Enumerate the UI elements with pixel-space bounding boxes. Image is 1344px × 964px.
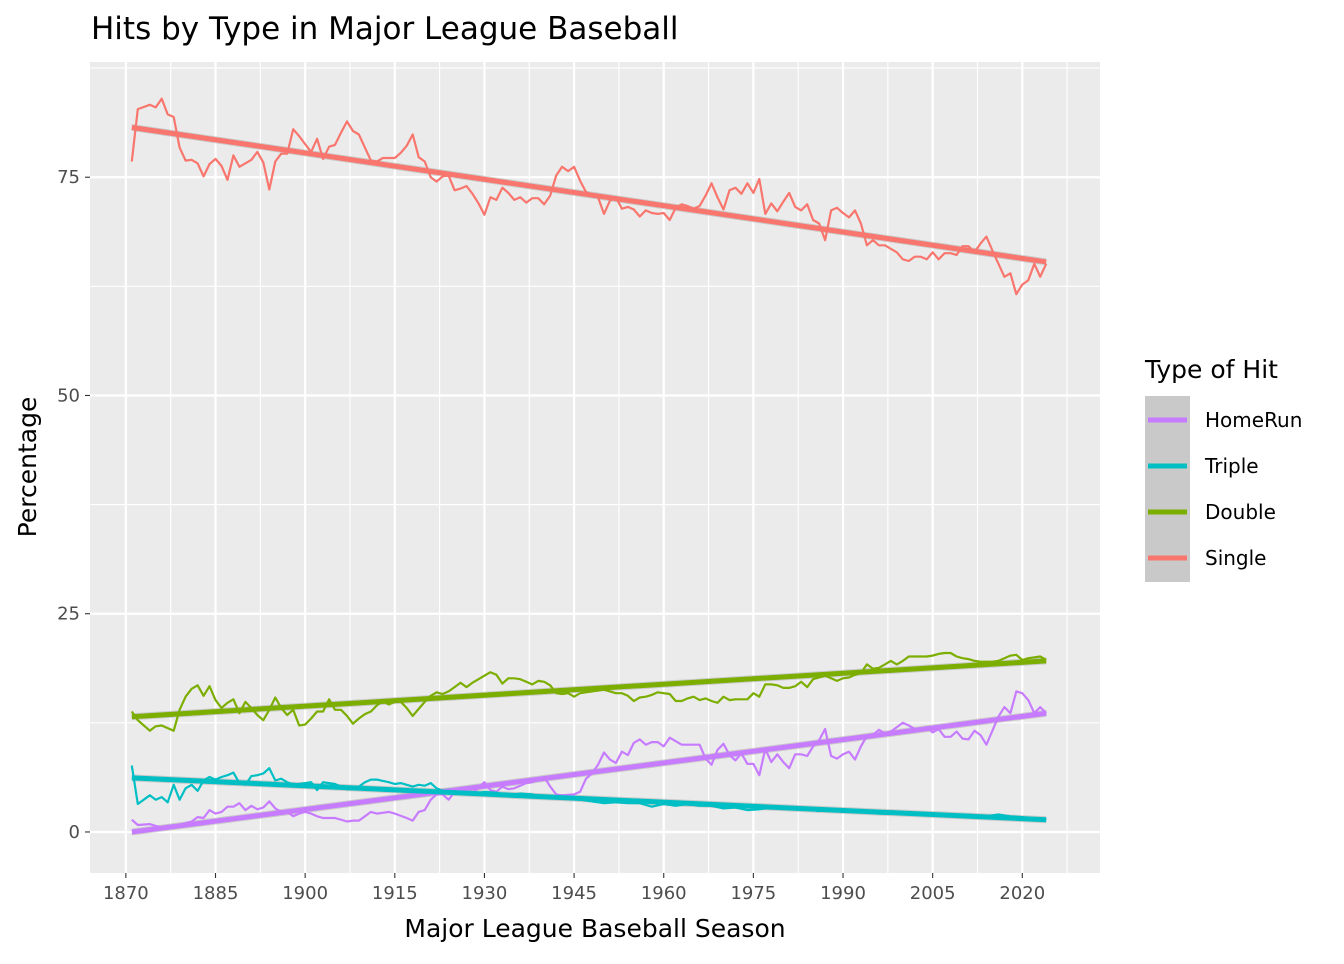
x-tick-label: 1990 — [820, 883, 866, 904]
chart-title: Hits by Type in Major League Baseball — [91, 11, 679, 47]
legend-label-homerun: HomeRun — [1205, 408, 1302, 432]
x-tick-label: 1900 — [282, 883, 328, 904]
y-tick-label: 25 — [57, 604, 80, 625]
homerun-trend-line — [131, 710, 1047, 835]
legend-label-double: Double — [1205, 500, 1276, 524]
trend-lines — [131, 125, 1047, 835]
x-tick-label: 1930 — [462, 883, 508, 904]
x-axis: 1870 1885 1900 1915 1930 1945 1960 1975 1990 2005… — [103, 873, 1045, 904]
legend-label-triple: Triple — [1204, 454, 1259, 478]
y-tick-label: 50 — [57, 385, 80, 406]
double-trend-line — [131, 658, 1047, 720]
x-tick-label: 1870 — [103, 883, 149, 904]
legend-key-background — [1145, 396, 1190, 582]
x-tick-label: 2005 — [910, 883, 956, 904]
legend-label-single: Single — [1205, 546, 1266, 570]
triple-trend-line — [131, 775, 1047, 823]
y-axis: 0 25 50 75 — [57, 167, 90, 843]
y-tick-label: 0 — [69, 822, 80, 843]
single-trend-line — [131, 125, 1047, 265]
x-tick-label: 1945 — [551, 883, 597, 904]
legend: Type of Hit HomeRun Triple Double Single — [1144, 355, 1302, 582]
x-axis-title: Major League Baseball Season — [404, 914, 785, 943]
plot-panel — [90, 62, 1100, 873]
x-tick-label: 2020 — [999, 883, 1045, 904]
x-tick-label: 1975 — [730, 883, 776, 904]
x-tick-label: 1915 — [372, 883, 418, 904]
x-tick-label: 1885 — [193, 883, 239, 904]
y-tick-label: 75 — [57, 167, 80, 188]
x-tick-label: 1960 — [641, 883, 687, 904]
y-axis-title: Percentage — [13, 397, 42, 538]
legend-title: Type of Hit — [1144, 355, 1278, 384]
